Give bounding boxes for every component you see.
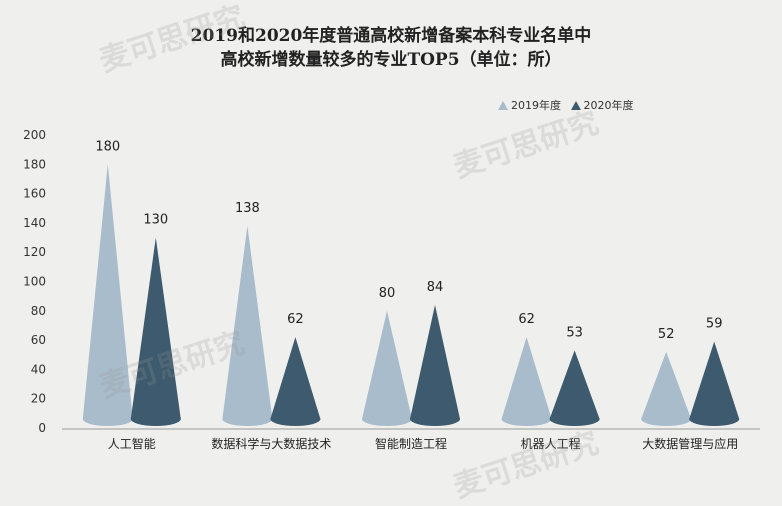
legend-item-2020: 2020年度 <box>570 97 634 113</box>
data-label: 62 <box>518 312 535 327</box>
data-label: 59 <box>706 317 723 332</box>
y-tick-label: 0 <box>38 421 46 435</box>
cone-2019 <box>362 310 412 419</box>
legend-swatch-2019 <box>498 100 508 110</box>
legend-swatch-2020 <box>570 100 581 110</box>
data-label: 180 <box>95 139 120 154</box>
legend-label-2020: 2020年度 <box>583 99 634 112</box>
x-tick-label: 机器人工程 <box>521 436 581 451</box>
data-label: 53 <box>566 325 583 340</box>
y-tick-label: 40 <box>31 362 46 376</box>
y-tick-label: 200 <box>23 128 46 142</box>
cone-2020 <box>130 237 181 419</box>
cone-base-2020 <box>410 412 460 426</box>
chart-title-line1: 2019和2020年度普通高校新增备案本科专业名单中 <box>190 26 592 46</box>
y-tick-label: 140 <box>23 216 46 230</box>
cone-2019 <box>82 164 133 419</box>
cone-2020 <box>410 304 460 419</box>
legend-label-2019: 2019年度 <box>511 99 561 112</box>
cone-2020 <box>270 337 321 419</box>
legend: 2019年度 2020年度 <box>498 97 640 113</box>
y-tick-label: 100 <box>23 275 46 289</box>
y-tick-label: 120 <box>23 245 46 259</box>
y-tick-label: 160 <box>23 187 46 201</box>
cone-base-2019 <box>501 412 552 426</box>
data-label: 52 <box>658 327 675 342</box>
data-label: 130 <box>143 213 168 228</box>
cone-base-2020 <box>130 412 181 426</box>
y-tick-label: 60 <box>31 333 46 347</box>
data-label: 84 <box>427 280 444 295</box>
legend-item-2019: 2019年度 <box>498 97 561 113</box>
cone-base-2020 <box>689 412 740 426</box>
cone-2019 <box>501 337 552 419</box>
y-tick-label: 20 <box>31 392 46 406</box>
cone-2020 <box>549 350 600 419</box>
cone-2019 <box>222 225 273 419</box>
chart-title-line2: 高校新增数量较多的专业TOP5（单位：所） <box>220 50 562 70</box>
data-label: 62 <box>287 312 304 327</box>
x-tick-label: 数据科学与大数据技术 <box>211 436 331 451</box>
data-label: 80 <box>379 286 396 301</box>
x-tick-label: 人工智能 <box>108 436 156 451</box>
cone-base-2019 <box>362 412 412 426</box>
x-tick-label: 大数据管理与应用 <box>642 436 738 451</box>
chart-title: 2019和2020年度普通高校新增备案本科专业名单中 高校新增数量较多的专业TO… <box>0 24 782 72</box>
y-tick-label: 80 <box>31 304 46 318</box>
cone-base-2019 <box>222 412 273 426</box>
cone-base-2020 <box>270 412 321 426</box>
cone-base-2020 <box>549 412 600 426</box>
cone-base-2019 <box>641 412 692 426</box>
chart-plot: 0 20 40 60 80 100 120 140 160 180 200 180 130 人工智能 138… <box>23 128 760 451</box>
cone-base-2019 <box>82 412 133 426</box>
x-tick-label: 智能制造工程 <box>375 436 447 451</box>
y-tick-label: 180 <box>23 157 46 171</box>
cone-2020 <box>689 341 740 419</box>
data-label: 138 <box>235 201 260 216</box>
cone-2019 <box>641 351 692 419</box>
